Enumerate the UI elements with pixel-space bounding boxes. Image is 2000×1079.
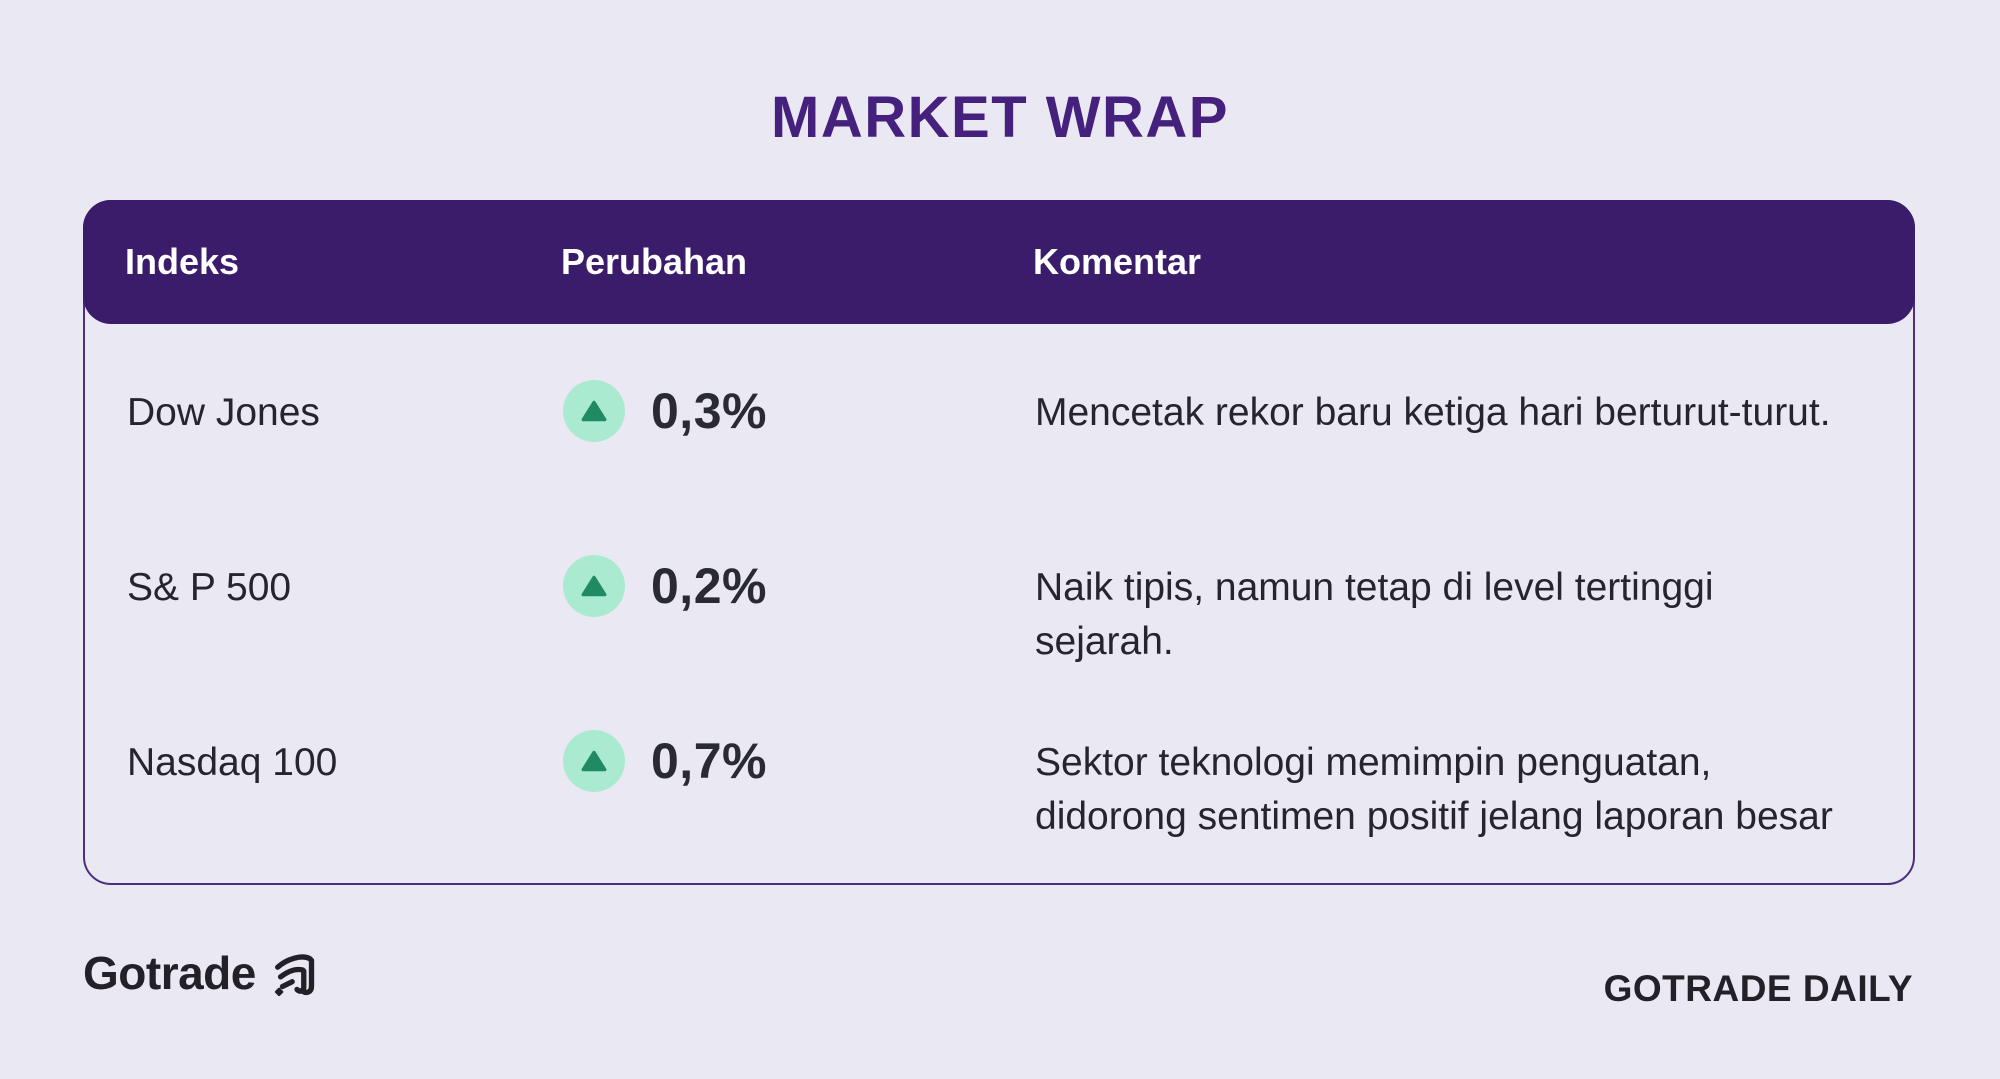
index-name: Nasdaq 100	[127, 741, 338, 784]
change-cell: 0,7%	[563, 730, 1035, 792]
page-title: MARKET WRAP	[771, 85, 1229, 150]
up-triangle-icon	[581, 750, 607, 772]
change-value: 0,2%	[651, 558, 767, 614]
market-table-card: Indeks Perubahan Komentar Dow Jones 0,3%…	[83, 200, 1915, 885]
table-row: Dow Jones 0,3% Mencetak rekor baru ketig…	[85, 380, 1913, 561]
up-badge	[563, 730, 625, 792]
change-value: 0,3%	[651, 383, 767, 439]
table-header-row: Indeks Perubahan Komentar	[83, 200, 1915, 324]
column-header-komentar: Komentar	[1033, 241, 1202, 282]
column-header-indeks: Indeks	[125, 241, 240, 282]
up-triangle-icon	[581, 400, 607, 422]
brand-logo: Gotrade	[83, 938, 326, 1008]
index-name: Dow Jones	[127, 391, 320, 434]
table-body: Dow Jones 0,3% Mencetak rekor baru ketig…	[85, 324, 1913, 911]
brand-wordmark: Gotrade	[83, 947, 256, 999]
publication-name: GOTRADE DAILY	[1603, 968, 1913, 1009]
change-cell: 0,3%	[563, 380, 1035, 442]
comment-text: Sektor teknologi memimpin penguatan, did…	[1035, 741, 1833, 838]
change-cell: 0,2%	[563, 555, 1035, 617]
up-triangle-icon	[581, 575, 607, 597]
comment-text: Naik tipis, namun tetap di level terting…	[1035, 566, 1714, 663]
up-badge	[563, 555, 625, 617]
column-header-perubahan: Perubahan	[561, 241, 748, 282]
comment-text: Mencetak rekor baru ketiga hari berturut…	[1035, 391, 1831, 434]
table-row: S& P 500 0,2% Naik tipis, namun tetap di…	[85, 555, 1913, 736]
gotrade-arrow-icon	[274, 954, 315, 997]
index-name: S& P 500	[127, 566, 292, 609]
up-badge	[563, 380, 625, 442]
table-row: Nasdaq 100 0,7% Sektor teknologi memimpi…	[85, 730, 1913, 911]
change-value: 0,7%	[651, 733, 767, 789]
